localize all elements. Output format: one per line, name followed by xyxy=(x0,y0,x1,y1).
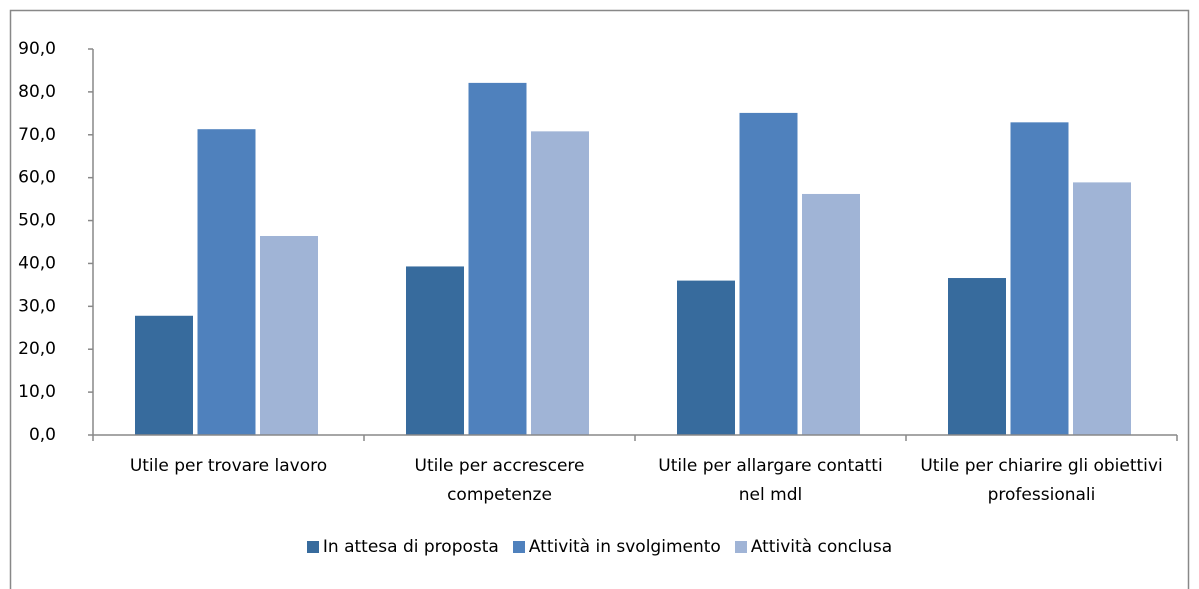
y-tick-label: 90,0 xyxy=(18,39,56,59)
bar xyxy=(531,131,589,435)
legend-swatch xyxy=(306,541,319,553)
bar xyxy=(468,82,527,435)
bar xyxy=(677,280,735,435)
legend: In attesa di proposta Attività in svolgim… xyxy=(0,537,1199,557)
bar xyxy=(802,193,860,435)
legend-swatch xyxy=(512,541,525,553)
legend-label: Attività in svolgimento xyxy=(528,537,721,557)
legend-swatch xyxy=(734,541,747,553)
bar xyxy=(948,278,1006,435)
y-tick-label: 10,0 xyxy=(18,382,56,402)
x-tick-label: Utile per allargare contatti nel mdl xyxy=(658,456,883,505)
x-tick-label: Utile per trovare lavoro xyxy=(129,456,328,476)
x-tick-label: Utile per accrescere competenze xyxy=(414,456,585,505)
y-tick-label: 50,0 xyxy=(18,211,56,231)
y-tick-label: 60,0 xyxy=(18,168,56,188)
bar xyxy=(260,235,318,435)
y-tick-label: 20,0 xyxy=(18,339,56,359)
bar xyxy=(135,315,193,435)
y-tick-label: 70,0 xyxy=(18,125,56,145)
y-tick-label: 40,0 xyxy=(18,253,56,273)
frame xyxy=(9,9,1190,589)
x-tick-label: Utile per chiarire gli obiettivi profess… xyxy=(920,456,1163,505)
y-tick-label: 30,0 xyxy=(18,296,56,316)
y-tick-label: 80,0 xyxy=(18,82,56,102)
legend-item: Attività in svolgimento xyxy=(512,537,721,557)
bar xyxy=(1073,182,1131,435)
legend-label: In attesa di proposta xyxy=(322,537,499,557)
bar xyxy=(197,129,256,436)
y-tick-label: 0,0 xyxy=(29,425,56,445)
legend-label: Attività conclusa xyxy=(750,537,893,557)
legend-item: Attività conclusa xyxy=(734,537,893,557)
bar xyxy=(739,112,798,435)
bar xyxy=(1010,122,1069,435)
bar xyxy=(406,266,464,435)
legend-item: In attesa di proposta xyxy=(306,537,499,557)
